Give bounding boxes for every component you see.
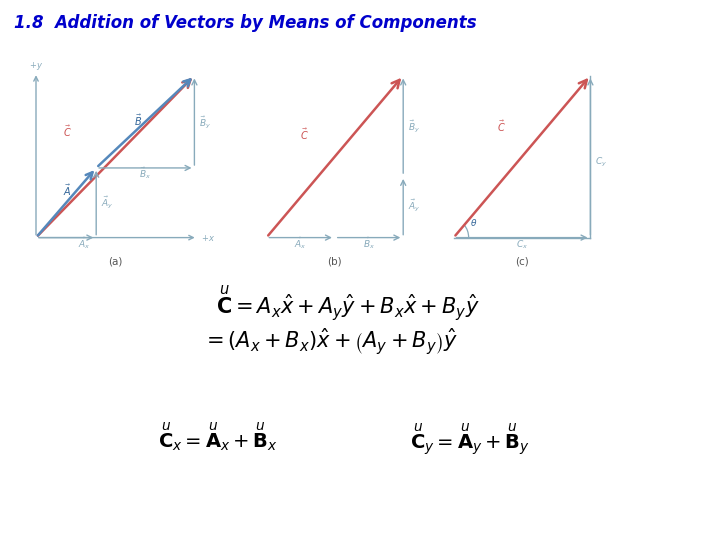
Text: (b): (b) <box>328 256 342 267</box>
Text: $\vec{B}$: $\vec{B}$ <box>133 113 142 129</box>
Text: $\vec{C}$: $\vec{C}$ <box>63 124 72 139</box>
Text: $\overset{u}{\mathbf{C}}_x = \overset{u}{\mathbf{A}}_x + \overset{u}{\mathbf{B}}: $\overset{u}{\mathbf{C}}_x = \overset{u}… <box>158 421 279 455</box>
Text: (c): (c) <box>515 256 529 267</box>
Text: $\overset{u}{\mathbf{C}} = A_x\hat{x} + A_y\hat{y} + B_x\hat{x} + B_y\hat{y}$: $\overset{u}{\mathbf{C}} = A_x\hat{x} + … <box>216 284 480 324</box>
Text: $= \left(A_x + B_x\right)\hat{x} + \left(A_y + B_y\right)\hat{y}$: $= \left(A_x + B_x\right)\hat{x} + \left… <box>202 327 458 357</box>
Text: $\vec{A}_x$: $\vec{A}_x$ <box>294 235 307 251</box>
Text: 1.8  Addition of Vectors by Means of Components: 1.8 Addition of Vectors by Means of Comp… <box>14 14 477 31</box>
Text: $\theta$: $\theta$ <box>470 217 477 228</box>
Text: $\vec{A}_y$: $\vec{A}_y$ <box>408 198 420 214</box>
Text: $\vec{C}$: $\vec{C}$ <box>497 119 506 134</box>
Text: $\vec{A}_x$: $\vec{A}_x$ <box>78 235 91 251</box>
Text: $\vec{A}_y$: $\vec{A}_y$ <box>101 194 113 211</box>
Text: $+x$: $+x$ <box>201 233 215 242</box>
Text: $\vec{B}_x$: $\vec{B}_x$ <box>139 166 151 181</box>
Text: $+y$: $+y$ <box>29 59 43 71</box>
Text: $\vec{B}_x$: $\vec{B}_x$ <box>363 235 375 251</box>
Text: $C_x$: $C_x$ <box>516 238 528 251</box>
Text: $\overset{u}{\mathbf{C}}_y = \overset{u}{\mathbf{A}}_y + \overset{u}{\mathbf{B}}: $\overset{u}{\mathbf{C}}_y = \overset{u}… <box>410 421 531 457</box>
Text: $\vec{A}$: $\vec{A}$ <box>63 183 71 198</box>
Text: $\vec{C}$: $\vec{C}$ <box>300 127 309 143</box>
Text: (a): (a) <box>108 256 122 267</box>
Text: $C_y$: $C_y$ <box>595 156 607 169</box>
Text: $\vec{B}_y$: $\vec{B}_y$ <box>199 114 211 131</box>
Text: $\vec{B}_y$: $\vec{B}_y$ <box>408 119 420 136</box>
